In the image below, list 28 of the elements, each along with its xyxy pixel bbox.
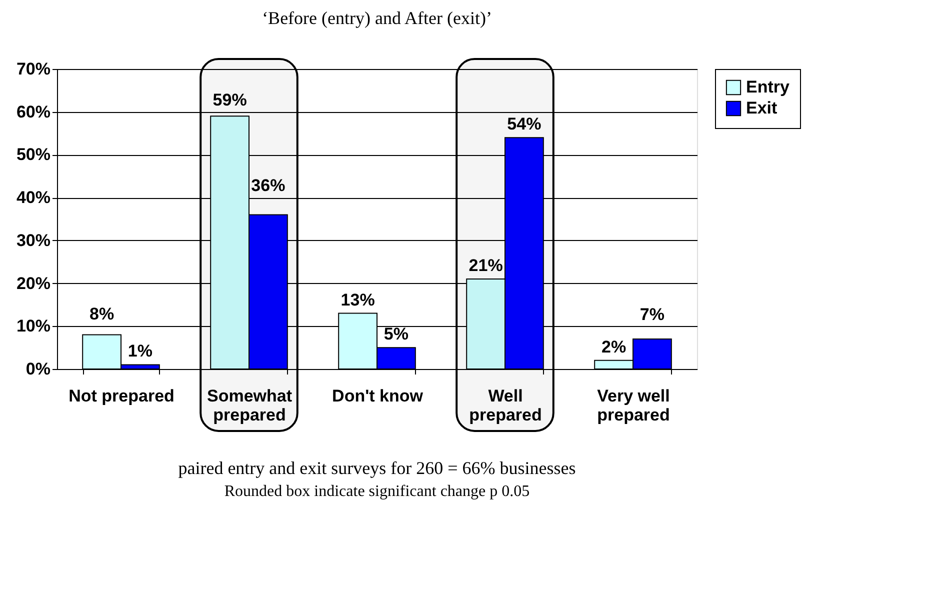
y-tick-label: 40% — [16, 188, 50, 208]
y-tick-label: 20% — [16, 274, 50, 293]
y-tick-label: 0% — [26, 360, 50, 378]
y-tick-label: 10% — [16, 316, 50, 336]
text: 13% — [340, 290, 375, 310]
x-tick-label: Somewhat prepared — [206, 386, 292, 424]
text: paired entry and exit surveys for 260 = 66% businesses — [178, 458, 576, 478]
chart-title: ‘Before (entry) and After (exit)’ — [262, 8, 492, 28]
x-tick-label: Not prepared — [68, 386, 174, 406]
text: 7% — [640, 305, 664, 324]
text: 5% — [384, 324, 408, 344]
text: 59% — [212, 90, 247, 110]
y-tick-label: 60% — [16, 102, 50, 122]
text: 21% — [468, 256, 503, 275]
text: 1% — [128, 342, 152, 361]
text: 36% — [251, 176, 286, 196]
legend-label: Exit — [746, 98, 778, 118]
text: Rounded box indicate significant change p 0.05 — [224, 483, 530, 500]
x-tick-label: Well prepared — [469, 386, 542, 424]
text: 54% — [507, 114, 542, 134]
x-tick-label: Don't know — [332, 386, 424, 406]
y-tick-label: 70% — [16, 60, 50, 78]
text: 8% — [90, 304, 114, 324]
x-tick-label: Very well prepared — [597, 386, 670, 424]
text: 2% — [602, 337, 626, 356]
y-tick-label: 50% — [16, 145, 50, 164]
legend-label: Entry — [746, 78, 790, 96]
y-tick-label: 30% — [16, 230, 50, 250]
